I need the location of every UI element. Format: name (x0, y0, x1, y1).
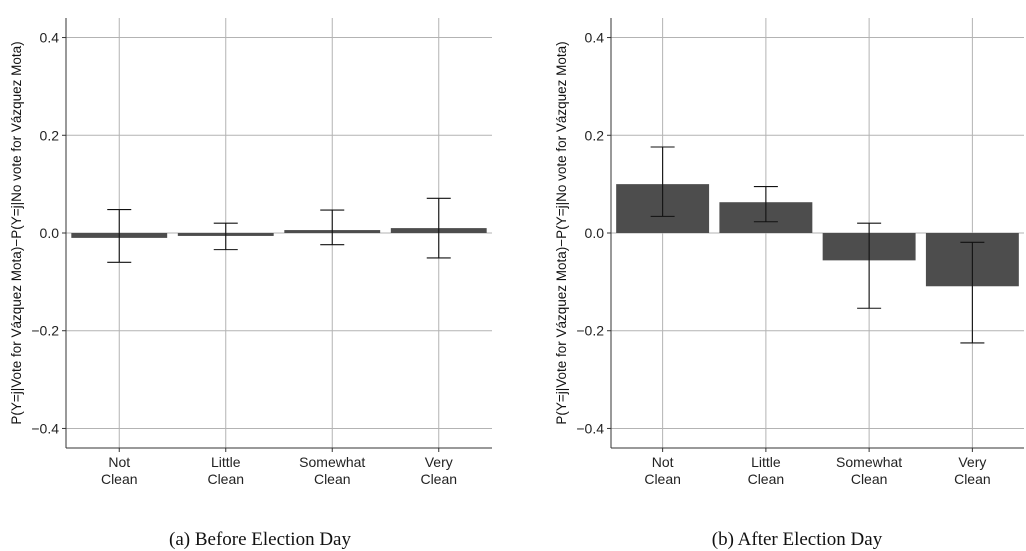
error-bar (960, 241, 985, 344)
x-tick-label: Very Clean (954, 454, 991, 487)
x-tick-label: Somewhat Clean (836, 454, 902, 487)
x-tick-label: Not Clean (644, 454, 681, 487)
error-bar (753, 186, 778, 223)
y-tick-label: 0.4 (40, 30, 60, 46)
x-tick-label: Not Clean (101, 454, 138, 487)
y-tick-label: −0.2 (576, 323, 604, 339)
panel-caption: (a) Before Election Day (169, 529, 351, 550)
x-tick-label: Little Clean (207, 454, 244, 487)
y-axis-label: P(Y=j|Vote for Vázquez Mota)−P(Y=j|No vo… (554, 41, 569, 424)
error-bar (107, 208, 132, 263)
panel-caption: (b) After Election Day (712, 529, 883, 550)
error-bar (426, 197, 451, 259)
error-bar (650, 146, 675, 217)
y-tick-label: −0.4 (576, 420, 604, 436)
y-tick-label: −0.2 (31, 323, 59, 339)
error-bar (857, 222, 882, 309)
panel-after-election-day: −0.4 −0.2 0.0 0.2 0.4 Not Clean Little Clean Some… (554, 18, 1024, 550)
error-bar (213, 222, 238, 251)
error-bar (320, 209, 345, 246)
y-tick-label: 0.2 (40, 127, 60, 143)
panel-before-election-day: −0.4 −0.2 0.0 0.2 0.4 Not Clean Little Clean Some… (9, 18, 492, 550)
y-tick-label: 0.4 (585, 30, 605, 46)
x-tick-label: Somewhat Clean (299, 454, 365, 487)
x-tick-label: Little Clean (748, 454, 785, 487)
y-tick-label: 0.0 (40, 225, 60, 241)
y-axis-label: P(Y=j|Vote for Vázquez Mota)−P(Y=j|No vo… (9, 41, 24, 424)
x-tick-label: Very Clean (420, 454, 457, 487)
y-tick-label: 0.0 (585, 225, 605, 241)
y-tick-label: 0.2 (585, 127, 605, 143)
y-tick-label: −0.4 (31, 420, 59, 436)
